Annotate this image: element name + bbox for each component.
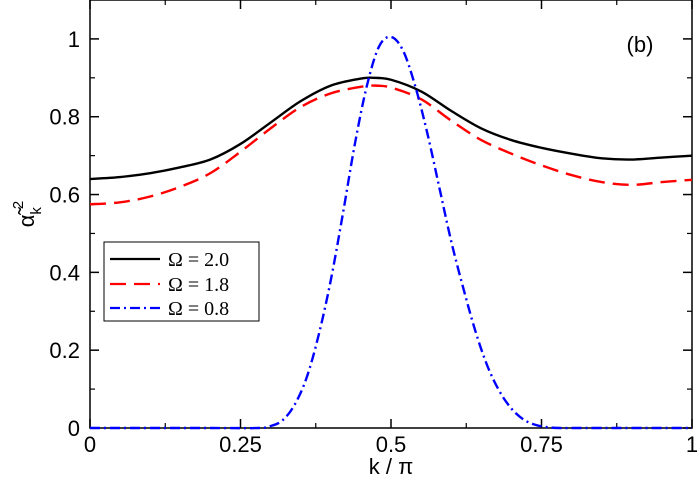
y-tick-label: 0.6 xyxy=(49,183,80,208)
y-axis-label-sub: k xyxy=(28,207,45,215)
series-line-omega-2-0 xyxy=(89,76,693,181)
x-tick-label: 0.5 xyxy=(376,432,407,457)
series-line-omega-0-8 xyxy=(90,35,692,430)
y-axis-label: α̃k2 xyxy=(10,201,45,228)
legend-label-omega-0-8: Ω = 0.8 xyxy=(168,298,229,320)
y-tick-label: 0.8 xyxy=(49,105,80,130)
series-line-omega-1-8 xyxy=(89,84,693,206)
svg-text:α̃k2: α̃k2 xyxy=(10,201,45,228)
ticks-layer: 0 0.25 0.5 0.75 1 0 0.2 0.4 0.6 0.8 1 xyxy=(49,0,698,457)
legend-label-omega-2-0: Ω = 2.0 xyxy=(168,249,229,271)
series-layer xyxy=(89,35,693,430)
legend-label-omega-1-8: Ω = 1.8 xyxy=(168,274,229,296)
x-tick-label: 0.75 xyxy=(520,432,563,457)
panel-label: (b) xyxy=(627,32,654,57)
y-tick-label: 1 xyxy=(68,27,80,52)
legend-box xyxy=(103,241,260,322)
legend: Ω = 2.0 Ω = 1.8 Ω = 0.8 xyxy=(103,241,260,322)
y-tick-label: 0 xyxy=(68,416,80,441)
y-tick-label: 0.2 xyxy=(49,338,80,363)
y-tick-label: 0.4 xyxy=(49,260,80,285)
plot-frame xyxy=(89,0,693,429)
x-axis-label: k / π xyxy=(369,454,414,479)
x-tick-label: 0 xyxy=(84,432,96,457)
x-tick-label: 0.25 xyxy=(219,432,262,457)
x-tick-label: 1 xyxy=(686,432,698,457)
y-axis-label-sup: 2 xyxy=(10,201,27,209)
